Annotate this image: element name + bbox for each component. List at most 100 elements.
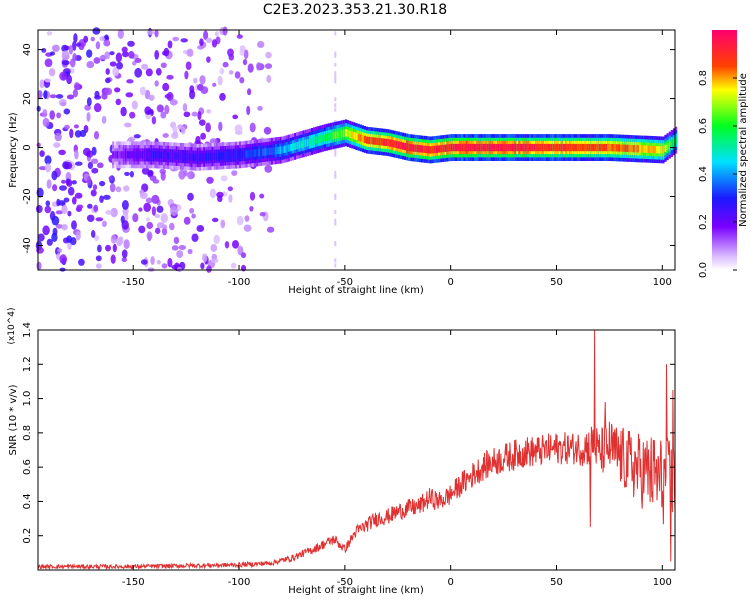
noise-cell xyxy=(129,170,134,178)
ridge-cell xyxy=(501,143,504,152)
ridge-cell xyxy=(427,146,430,154)
ridge-cell xyxy=(603,143,606,152)
ridge-cell xyxy=(137,151,140,159)
x-tick-label: 0 xyxy=(447,277,453,288)
noise-cell xyxy=(191,111,198,117)
snr-frame xyxy=(37,329,676,571)
noise-cell xyxy=(146,231,153,241)
ridge-cell xyxy=(461,143,464,152)
noise-cell xyxy=(44,78,52,83)
noise-cell xyxy=(86,111,91,122)
noise-cell xyxy=(172,125,178,133)
noise-cell xyxy=(93,57,101,64)
noise-cell xyxy=(146,30,155,35)
noise-cell xyxy=(146,221,154,230)
noise-cell xyxy=(173,236,180,245)
noise-cell xyxy=(256,40,265,49)
ridge-cell xyxy=(158,151,161,159)
ridge-cell xyxy=(327,133,331,141)
noise-cell xyxy=(46,31,53,36)
ridge-cell xyxy=(520,143,523,152)
ridge-cell xyxy=(675,136,678,144)
ridge-cell xyxy=(313,137,316,145)
ridge-cell xyxy=(126,151,130,159)
ridge-cell xyxy=(450,143,453,152)
noise-cell xyxy=(154,29,159,38)
noise-cell xyxy=(83,147,91,156)
noise-cell xyxy=(72,40,77,51)
ridge-cell xyxy=(378,138,381,146)
ridge-cell xyxy=(266,148,269,156)
noise-cell xyxy=(249,191,256,201)
ridge-cell xyxy=(465,143,468,152)
ridge-cell xyxy=(253,149,257,157)
ridge-cell xyxy=(442,144,445,153)
ridge-cell xyxy=(118,151,121,159)
noise-cell xyxy=(219,92,226,101)
noise-cell xyxy=(168,222,175,231)
noise-cell xyxy=(228,194,233,203)
ridge-cell xyxy=(406,143,409,151)
ridge-cell xyxy=(395,140,398,149)
noise-streak-cell xyxy=(334,218,337,223)
noise-cell xyxy=(109,183,116,193)
colorbar-tick-label: 0.6 xyxy=(698,118,709,134)
ridge-cell xyxy=(622,144,625,152)
noise-cell xyxy=(193,77,198,84)
ridge-cell xyxy=(573,143,576,152)
noise-cell xyxy=(167,40,173,49)
ridge-cell xyxy=(133,151,136,159)
noise-cell xyxy=(68,45,74,55)
noise-streak-cell xyxy=(334,195,337,200)
noise-cell xyxy=(110,207,118,218)
ridge-cell xyxy=(630,144,633,153)
noise-cell xyxy=(199,38,204,46)
ridge-cell xyxy=(476,143,479,152)
ridge-cell xyxy=(143,151,146,159)
noise-cell xyxy=(36,105,41,112)
noise-cell xyxy=(66,74,73,85)
noise-cell xyxy=(145,197,153,204)
noise-cell xyxy=(154,80,159,87)
noise-cell xyxy=(178,245,187,250)
noise-cell xyxy=(75,42,81,47)
y-tick-label: 0 xyxy=(22,144,33,150)
noise-cell xyxy=(105,68,110,75)
noise-cell xyxy=(144,106,152,115)
noise-cell xyxy=(48,68,56,77)
noise-cell xyxy=(199,75,206,85)
noise-cell xyxy=(91,146,97,156)
ridge-cell xyxy=(281,146,284,154)
ridge-cell xyxy=(198,153,201,161)
ridge-cell xyxy=(649,145,652,153)
ridge-cell xyxy=(124,151,127,159)
ridge-cell xyxy=(145,151,149,159)
noise-cell xyxy=(210,243,218,253)
noise-cell xyxy=(134,67,143,78)
noise-streak-cell xyxy=(334,221,337,226)
noise-cell xyxy=(55,94,64,99)
noise-cell xyxy=(217,75,223,86)
noise-cell xyxy=(117,29,124,39)
ridge-cell xyxy=(607,143,610,152)
noise-cell xyxy=(93,131,100,140)
noise-cell xyxy=(72,88,79,98)
ridge-cell xyxy=(387,139,390,147)
noise-cell xyxy=(266,74,272,83)
noise-cell xyxy=(74,161,83,166)
ridge-cell xyxy=(478,143,481,152)
noise-cell xyxy=(160,111,167,119)
ridge-cell xyxy=(469,143,472,152)
noise-cell xyxy=(43,90,48,99)
ridge-cell xyxy=(596,143,599,152)
noise-cell xyxy=(187,192,194,201)
noise-streak-cell xyxy=(334,62,337,67)
ridge-cell xyxy=(277,146,280,155)
noise-cell xyxy=(121,199,129,210)
noise-cell xyxy=(156,259,161,265)
ridge-cell xyxy=(224,152,227,160)
ridge-cell xyxy=(315,136,318,144)
noise-cell xyxy=(58,98,67,107)
ridge-cell xyxy=(641,145,644,153)
noise-cell xyxy=(227,48,234,57)
